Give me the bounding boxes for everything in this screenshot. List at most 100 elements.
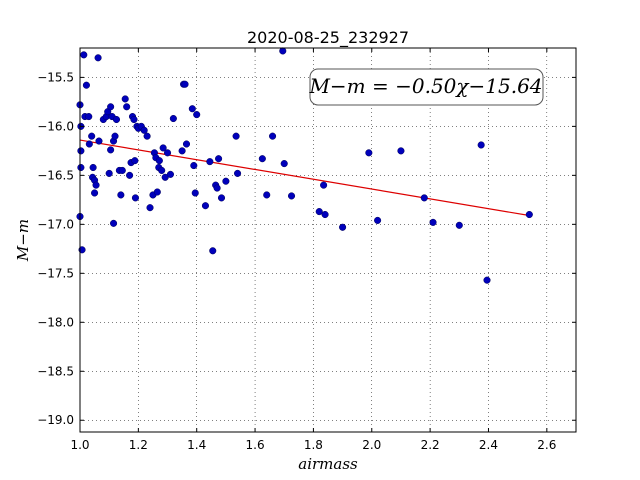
x-tick-label: 2.4 — [479, 438, 498, 452]
plot-frame — [79, 47, 577, 433]
x-tick-label: 1.6 — [246, 438, 265, 452]
data-point — [85, 140, 93, 148]
data-point — [315, 208, 323, 216]
x-tick-label: 2.2 — [421, 438, 440, 452]
data-point — [107, 103, 115, 111]
fit-line-group — [79, 139, 530, 217]
data-point — [193, 111, 201, 119]
data-point — [234, 169, 242, 177]
data-point — [158, 166, 166, 174]
y-axis-ticks: −15.5 −16.0 −16.5 −17.0 −17.5 −18.0 −18.5 −19.0 — [37, 70, 576, 427]
data-point — [209, 247, 217, 255]
fit-equation: M−m = −0.50χ−15.64 — [308, 74, 542, 98]
data-point — [483, 276, 491, 284]
data-point — [91, 189, 99, 197]
y-tick-label: −18.5 — [37, 364, 74, 378]
data-point — [169, 114, 177, 123]
x-axis-label: airmass — [298, 455, 358, 473]
y-tick-label: −17.5 — [37, 266, 74, 280]
data-point — [140, 126, 148, 134]
chart-title: 2020-08-25_232927 — [247, 28, 409, 48]
data-point — [146, 204, 154, 212]
x-tick-label: 1.8 — [304, 438, 323, 452]
y-tick-label: −16.5 — [37, 168, 74, 182]
x-tick-label: 2.6 — [537, 438, 556, 452]
x-tick-label: 1.4 — [187, 438, 206, 452]
data-point — [107, 146, 115, 154]
data-point — [190, 162, 198, 170]
data-point — [525, 210, 533, 219]
data-point — [155, 157, 163, 165]
y-tick-label: −19.0 — [37, 413, 74, 427]
data-point — [105, 169, 113, 177]
data-point — [232, 132, 240, 140]
data-point — [269, 132, 277, 140]
data-point — [280, 160, 288, 168]
data-point — [181, 80, 189, 88]
x-axis-ticks: 1.0 1.2 1.4 1.6 1.8 2.0 2.2 2.4 2.6 — [70, 48, 556, 452]
data-point — [153, 188, 161, 196]
data-point — [215, 155, 223, 163]
data-point — [201, 202, 210, 210]
data-point — [111, 132, 119, 140]
data-point — [95, 137, 103, 145]
data-point — [321, 210, 329, 219]
data-point — [118, 166, 126, 174]
data-points — [76, 47, 533, 284]
data-point — [429, 218, 437, 226]
data-point — [117, 191, 125, 199]
y-axis-label: M−m — [14, 219, 32, 262]
data-point — [77, 147, 85, 155]
data-point — [126, 171, 134, 179]
data-point — [213, 184, 221, 192]
x-tick-label: 1.0 — [70, 438, 89, 452]
data-point — [121, 95, 129, 103]
data-point — [339, 223, 347, 231]
data-point — [182, 140, 191, 148]
y-tick-label: −18.0 — [37, 315, 74, 329]
data-point — [287, 192, 296, 200]
data-point — [188, 105, 196, 113]
x-tick-label: 1.2 — [129, 438, 148, 452]
x-tick-label: 2.0 — [362, 438, 381, 452]
data-point — [222, 177, 230, 185]
data-point — [477, 141, 485, 149]
fit-line — [79, 139, 530, 217]
data-point — [94, 54, 102, 62]
data-point — [85, 113, 93, 121]
data-point — [374, 216, 382, 224]
data-point — [110, 219, 118, 227]
data-point — [163, 149, 172, 157]
data-point — [112, 115, 121, 124]
data-point — [131, 157, 139, 165]
data-point — [131, 194, 139, 202]
data-point — [88, 132, 96, 140]
data-point — [420, 194, 428, 202]
data-point — [130, 115, 138, 124]
grid-lines — [79, 48, 576, 432]
data-point — [258, 155, 266, 163]
y-tick-label: −15.5 — [37, 70, 74, 84]
data-point — [365, 149, 373, 157]
data-point — [123, 103, 131, 111]
y-tick-label: −16.0 — [37, 119, 74, 133]
data-point — [82, 81, 90, 89]
data-point — [77, 163, 85, 172]
data-point — [89, 163, 97, 172]
data-point — [191, 189, 199, 197]
data-point — [320, 181, 328, 189]
data-point — [178, 147, 186, 155]
data-point — [455, 221, 463, 229]
data-point — [263, 191, 271, 199]
data-point — [217, 194, 226, 202]
data-point — [279, 47, 287, 55]
data-point — [166, 170, 174, 178]
data-point — [159, 144, 167, 152]
data-point — [92, 181, 100, 189]
data-point — [80, 51, 88, 59]
data-point — [206, 158, 214, 166]
fit-equation-box: M−m = −0.50χ−15.64 — [308, 68, 544, 106]
data-point — [143, 132, 151, 140]
y-tick-label: −17.0 — [37, 217, 74, 231]
